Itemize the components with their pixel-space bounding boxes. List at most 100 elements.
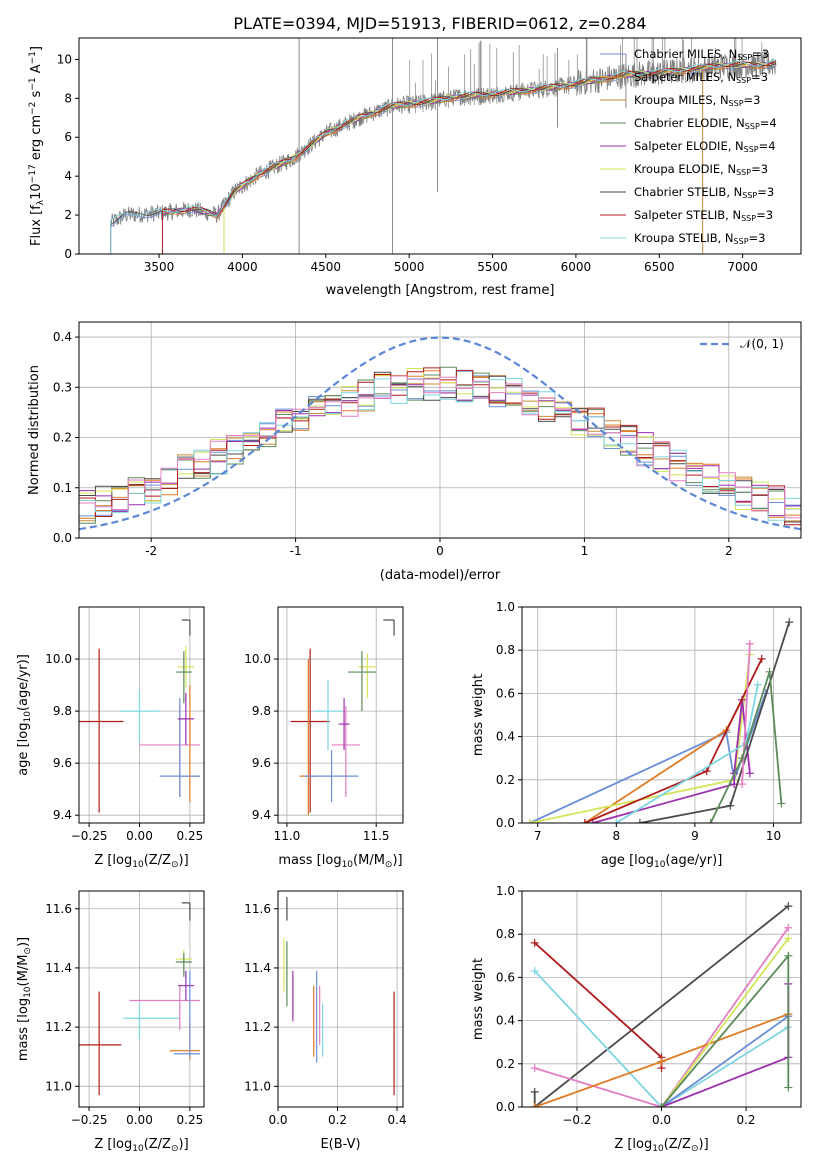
x-axis-label: mass [log10(M/M⊙)] [278,853,402,870]
x-axis-label: Z [log10(Z/Z⊙)] [94,1137,188,1154]
axes-frame [277,890,404,1108]
axes-frame [277,606,404,824]
x-tick-label: −0.25 [71,1113,108,1127]
y-tick-label: 11.0 [45,1079,72,1093]
x-tick-label: 11.0 [274,829,301,843]
plot-area [110,38,777,254]
model-spectrum-salpeter-elodie [161,62,776,254]
legend-entry-suffix: =3 [751,70,768,84]
y-tick-label: 2 [64,208,72,222]
label-part: ⊙ [385,860,393,870]
legend-entry-label: Kroupa MILES, N [634,93,729,107]
weight-point-marker [784,1083,793,1092]
y-tick-label: 0.6 [496,970,515,984]
legend-entry-sub: SSP [741,214,756,223]
label-part: ⊙ [23,947,33,955]
weight-point-marker [753,680,762,689]
x-tick-label: 0.00 [126,829,153,843]
weight-point-marker [580,819,589,823]
weight-series-line [709,671,783,823]
label-part: )] [179,853,189,868]
plot-area [283,896,395,1096]
legend-entry-label: Salpeter STELIB, N [634,208,741,222]
y-tick-label: 11.4 [45,961,72,975]
weight-series-line [534,942,663,1069]
weight-point-marker [784,923,793,932]
y-tick-label: 10.0 [244,652,271,666]
x-tick-label: 0.00 [126,1113,153,1127]
legend-entry-sub: SSP [736,168,751,177]
x-tick-label: 6000 [561,260,592,274]
weight-point-marker [530,1087,539,1096]
age-vs-metallicity-panel: −0.25 0.00 0.259.49.69.810.0Z [log10(Z/Z⊙)… [16,606,205,870]
y-tick-label: 0 [64,247,72,261]
y-tick-label: 11.4 [244,961,271,975]
y-tick-label: 0.4 [496,730,515,744]
weight-point-marker [738,754,747,763]
x-tick-label: 9 [691,829,699,843]
model-spectrum-chabrier-stelib [110,61,777,254]
weight-point-marker [777,799,786,808]
legend-entry-label: Chabrier MILES, N [634,47,737,61]
label-part: ⊙ [171,860,179,870]
label-part: 10 [652,1144,664,1154]
weight-series-line [639,621,791,823]
gaussian-curve [79,336,801,531]
weight-point-marker [757,654,766,663]
legend-entry-label: Chabrier ELODIE, N [634,116,745,130]
legend-entry-sub: SSP [742,191,757,200]
legend-entry-label: Kroupa STELIB, N [634,231,734,245]
x-tick-label: 3500 [144,260,175,274]
label-part: 10 [132,860,144,870]
weight-series-line [584,658,763,823]
legend-entry-sub: SSP [736,76,751,85]
x-tick-label: 0.2 [328,1113,347,1127]
label-part: age [log [601,853,654,868]
model-spectrum-kroupa-miles [223,61,776,254]
y-tick-label: 0.6 [496,686,515,700]
y-tick-label: 0.2 [496,773,515,787]
weight-point-marker [525,819,534,823]
label-part: s [29,90,44,101]
legend-entry-label: Salpeter MILES, N [634,70,736,84]
label-part: ] [29,46,44,51]
legend-entry-label: Chabrier STELIB, N [634,185,742,199]
model-spectrum-chabrier-elodie [161,61,776,254]
legend-entry-sub: SSP [734,237,749,246]
plot-area [290,619,395,816]
weight-point-marker [635,819,644,823]
x-tick-label: 10 [766,829,781,843]
y-tick-label: 6 [64,130,72,144]
label-part: )] [699,1137,709,1152]
x-tick-label: 5000 [394,260,425,274]
weight-point-marker [785,618,794,627]
weight-point-marker [530,1103,539,1107]
y-tick-label: 0.0 [496,1100,515,1114]
x-tick-label: 0.2 [736,1113,755,1127]
y-tick-label: 9.4 [252,808,271,822]
x-tick-label: 0.25 [177,1113,204,1127]
weight-point-marker [530,938,539,947]
y-tick-label: 4 [64,169,72,183]
label-part: λ [36,199,46,205]
label-part: mass [log [16,998,31,1061]
y-tick-label: 11.0 [244,1079,271,1093]
x-tick-label: 7 [534,829,542,843]
label-part: erg cm [29,115,44,164]
y-tick-label: 11.2 [45,1020,72,1034]
x-tick-label: 6500 [644,260,675,274]
x-tick-label: 0.25 [177,829,204,843]
y-tick-label: 0.1 [53,481,72,495]
weight-series-line [660,1015,789,1107]
x-tick-label: −0.2 [562,1113,591,1127]
label-part: (Z/Z [144,1137,171,1152]
legend-entry-sub: SSP [744,145,759,154]
label-part: ⊙ [171,1144,179,1154]
y-axis-label: Flux [fλ10−17 erg cm−2 s−1 A−1] [28,46,46,246]
residuals-panel: -2 -1 0 1 2 0.0 0.1 0.2 0.3 0.4 (data-model)/error… [27,321,802,583]
y-tick-label: 0.4 [53,330,72,344]
